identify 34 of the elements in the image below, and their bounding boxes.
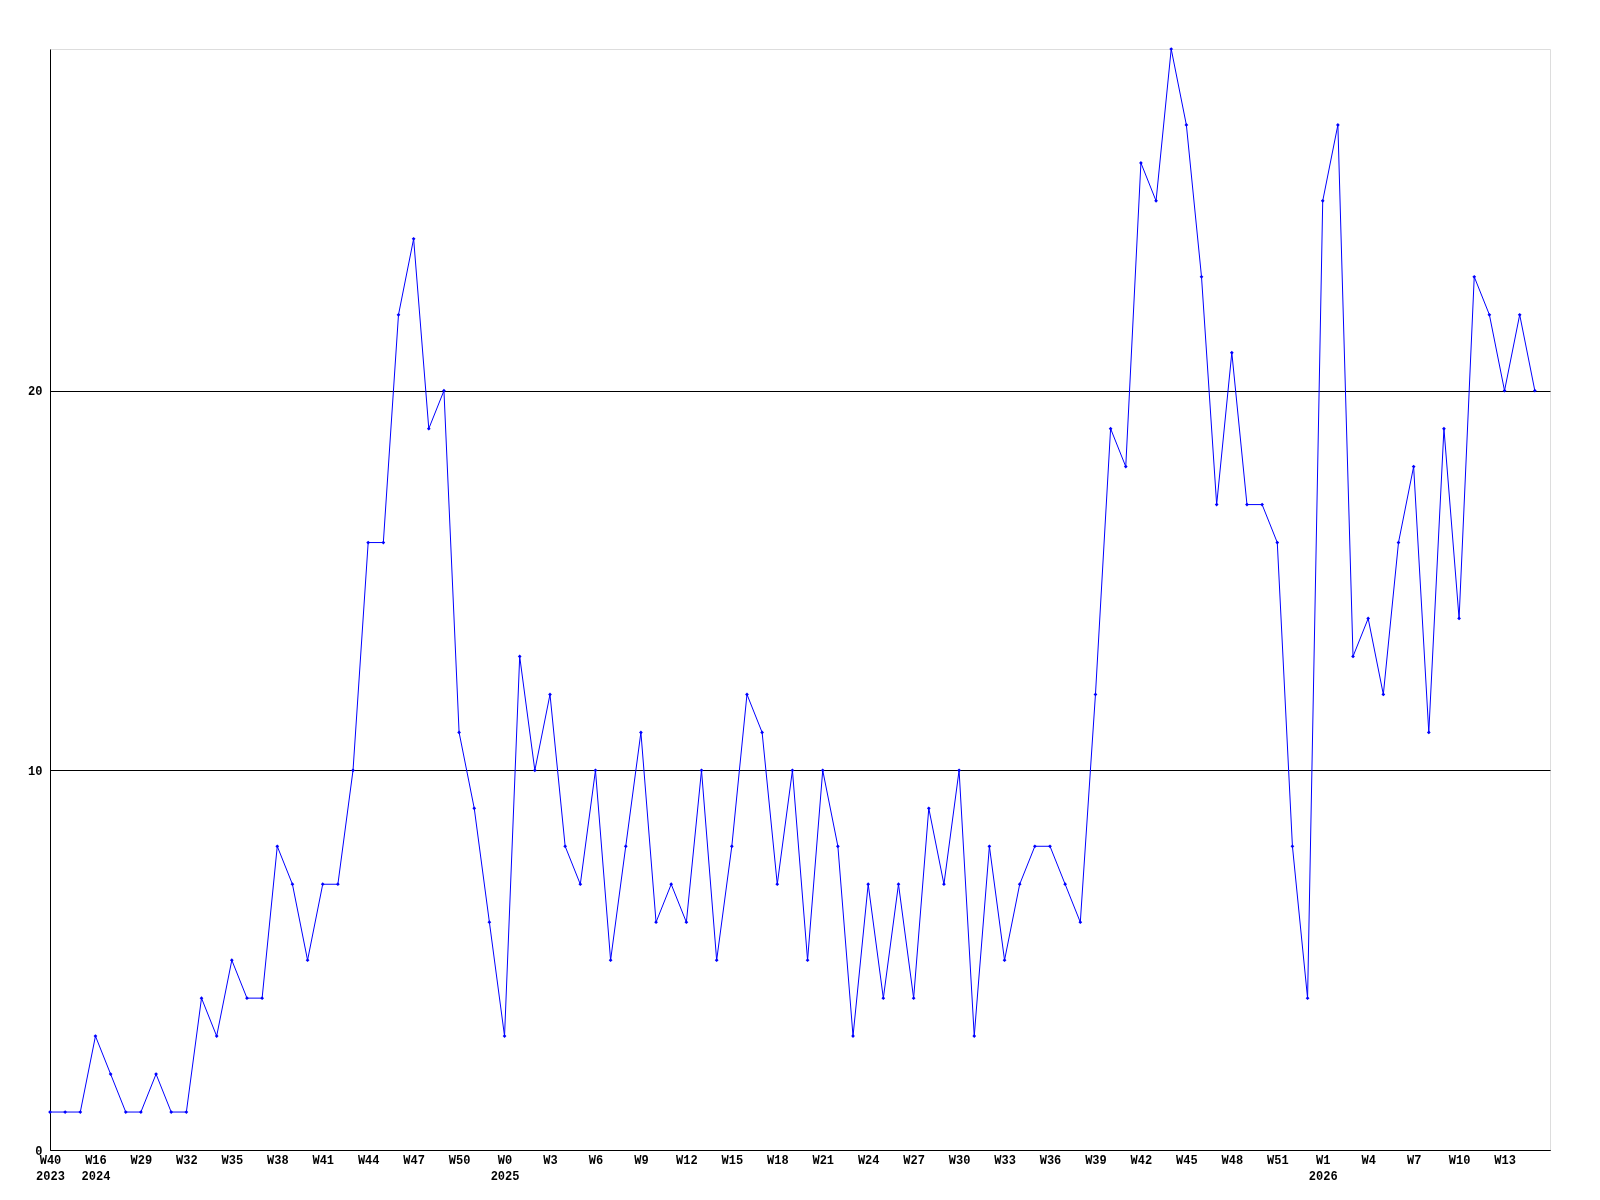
x-tick-label: W3 [543, 1153, 558, 1168]
x-tick-label: W10 [1448, 1153, 1471, 1168]
x-tick-label: W13 [1494, 1153, 1516, 1168]
x-tick-label: W30 [948, 1153, 971, 1168]
x-tick-label: W38 [266, 1153, 289, 1168]
x-tick-label: W24 [857, 1153, 880, 1168]
x-tick-label: W33 [994, 1153, 1016, 1168]
x-tick-label: W0 2025 [490, 1153, 520, 1184]
x-tick-label: W12 [676, 1153, 698, 1168]
x-tick-label: W47 [403, 1153, 425, 1168]
x-tick-label: W39 [1085, 1153, 1107, 1168]
x-tick-label: W50 [448, 1153, 471, 1168]
x-tick-label: W32 [176, 1153, 198, 1168]
x-tick-label: W41 [312, 1153, 335, 1168]
y-tick-label: 20 [28, 385, 43, 400]
x-tick-label: W16 2024 [81, 1153, 111, 1184]
x-tick-label: W45 [1176, 1153, 1198, 1168]
x-tick-label: W18 [766, 1153, 789, 1168]
x-tick-label: W44 [357, 1153, 380, 1168]
x-tick-label: W51 [1266, 1153, 1289, 1168]
x-tick-label: W48 [1221, 1153, 1244, 1168]
x-tick-label: W35 [221, 1153, 244, 1168]
x-tick-label: W42 [1130, 1153, 1153, 1168]
x-tick-label: W21 [812, 1153, 835, 1168]
x-tick-label: W15 [721, 1153, 744, 1168]
x-tick-label: W4 [1361, 1153, 1376, 1168]
x-tick-label: W1 2026 [1308, 1153, 1338, 1184]
x-tick-label: W36 [1039, 1153, 1062, 1168]
x-tick-label: W6 [588, 1153, 604, 1168]
x-tick-label: W27 [903, 1153, 925, 1168]
x-tick-label: W7 [1406, 1153, 1422, 1168]
x-tick-label: W29 [130, 1153, 153, 1168]
x-tick-label: W9 [634, 1153, 649, 1168]
y-tick-label: 10 [28, 764, 43, 779]
